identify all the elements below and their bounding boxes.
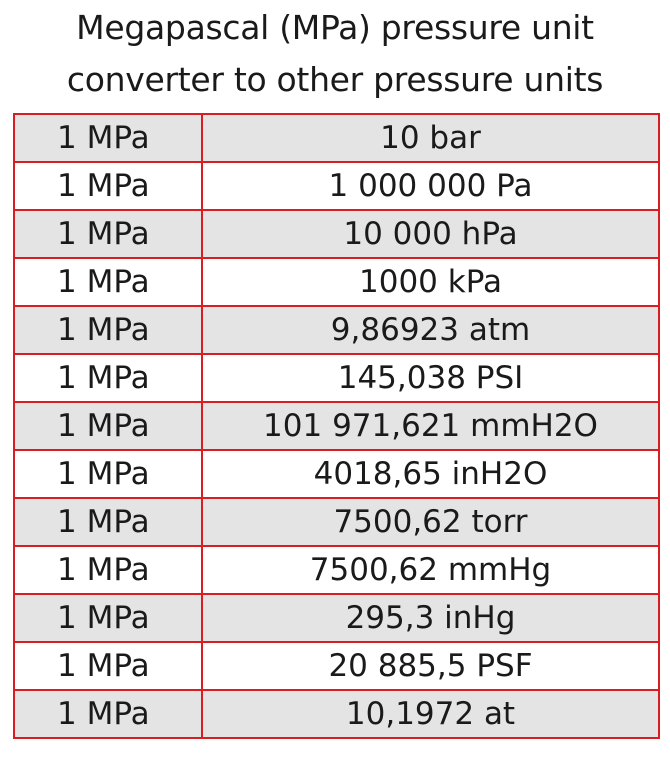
table-row: 1 MPa 10,1972 at [13, 689, 660, 739]
table-row: 1 MPa 7500,62 mmHg [13, 545, 660, 595]
converted-value-cell: 145,038 PSI [201, 353, 660, 403]
source-unit-cell: 1 MPa [13, 401, 203, 451]
table-row: 1 MPa 10 000 hPa [13, 209, 660, 259]
title-line-1: Megapascal (MPa) pressure unit [76, 8, 594, 47]
source-unit-cell: 1 MPa [13, 497, 203, 547]
conversion-table-body: 1 MPa 10 bar 1 MPa 1 000 000 Pa 1 MPa 10… [13, 113, 660, 739]
converted-value-cell: 7500,62 mmHg [201, 545, 660, 595]
converted-value-cell: 10,1972 at [201, 689, 660, 739]
page-title: Megapascal (MPa) pressure unit converter… [0, 2, 670, 106]
title-line-2: converter to other pressure units [66, 60, 604, 99]
table-row: 1 MPa 1 000 000 Pa [13, 161, 660, 211]
source-unit-cell: 1 MPa [13, 113, 203, 163]
table-row: 1 MPa 20 885,5 PSF [13, 641, 660, 691]
source-unit-cell: 1 MPa [13, 305, 203, 355]
converted-value-cell: 10 bar [201, 113, 660, 163]
table-row: 1 MPa 7500,62 torr [13, 497, 660, 547]
source-unit-cell: 1 MPa [13, 353, 203, 403]
table-row: 1 MPa 145,038 PSI [13, 353, 660, 403]
source-unit-cell: 1 MPa [13, 593, 203, 643]
source-unit-cell: 1 MPa [13, 641, 203, 691]
source-unit-cell: 1 MPa [13, 257, 203, 307]
converted-value-cell: 295,3 inHg [201, 593, 660, 643]
source-unit-cell: 1 MPa [13, 161, 203, 211]
table-row: 1 MPa 1000 kPa [13, 257, 660, 307]
converted-value-cell: 9,86923 atm [201, 305, 660, 355]
source-unit-cell: 1 MPa [13, 545, 203, 595]
conversion-table: 1 MPa 10 bar 1 MPa 1 000 000 Pa 1 MPa 10… [13, 113, 660, 739]
converted-value-cell: 10 000 hPa [201, 209, 660, 259]
source-unit-cell: 1 MPa [13, 209, 203, 259]
converted-value-cell: 20 885,5 PSF [201, 641, 660, 691]
table-row: 1 MPa 4018,65 inH2O [13, 449, 660, 499]
converted-value-cell: 1 000 000 Pa [201, 161, 660, 211]
source-unit-cell: 1 MPa [13, 689, 203, 739]
table-row: 1 MPa 295,3 inHg [13, 593, 660, 643]
converted-value-cell: 101 971,621 mmH2O [201, 401, 660, 451]
table-row: 1 MPa 10 bar [13, 113, 660, 163]
converted-value-cell: 4018,65 inH2O [201, 449, 660, 499]
source-unit-cell: 1 MPa [13, 449, 203, 499]
table-row: 1 MPa 101 971,621 mmH2O [13, 401, 660, 451]
converted-value-cell: 7500,62 torr [201, 497, 660, 547]
table-row: 1 MPa 9,86923 atm [13, 305, 660, 355]
converted-value-cell: 1000 kPa [201, 257, 660, 307]
